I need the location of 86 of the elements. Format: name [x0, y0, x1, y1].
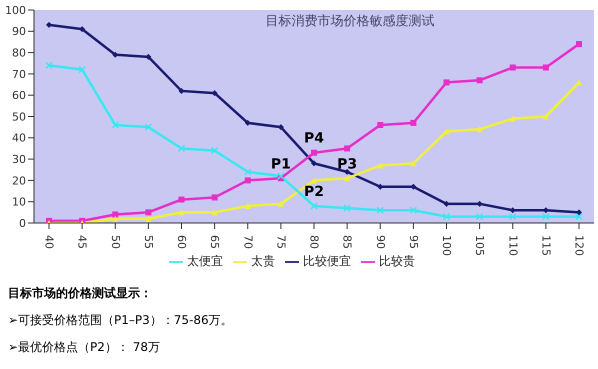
y-tick-label: 10 — [12, 196, 26, 209]
point — [344, 168, 350, 175]
chart-title: 目标消费市场价格敏感度测试 — [264, 13, 436, 30]
point — [476, 126, 483, 132]
point — [410, 120, 416, 126]
x-tick-label: 55 — [142, 235, 155, 249]
point — [210, 146, 218, 154]
text: 目标市场的价格测试显示： — [8, 285, 153, 302]
point — [377, 162, 384, 168]
x-tick-label: 120 — [572, 235, 586, 256]
point — [542, 114, 549, 120]
y-tick-label: 90 — [12, 25, 26, 38]
legend-label: 比较贵 — [379, 254, 415, 268]
point — [476, 77, 483, 84]
point — [510, 116, 516, 122]
point — [178, 144, 186, 152]
point — [311, 150, 317, 156]
legend-label: 太便宜 — [187, 254, 223, 268]
point — [476, 212, 484, 220]
point — [244, 202, 251, 209]
point — [212, 209, 218, 216]
point — [311, 177, 317, 184]
point — [510, 64, 516, 71]
y-tick-label: 100 — [5, 4, 26, 17]
point — [144, 123, 152, 131]
point — [45, 62, 53, 70]
point — [343, 204, 351, 212]
point — [178, 196, 184, 203]
point — [542, 64, 549, 71]
x-tick-label: 75 — [274, 235, 288, 249]
point — [542, 212, 550, 220]
point — [575, 212, 583, 220]
x-tick-label: 65 — [208, 235, 222, 249]
point — [442, 212, 450, 220]
point — [145, 216, 152, 222]
x-tick-label: 50 — [108, 235, 122, 249]
point — [311, 160, 317, 166]
point — [310, 202, 318, 210]
y-tick-label: 0 — [19, 216, 26, 230]
point — [344, 175, 350, 182]
point — [344, 145, 350, 152]
x-tick-label: 70 — [241, 235, 254, 249]
x-tick-label: 60 — [175, 235, 188, 249]
point — [376, 206, 384, 214]
point — [244, 168, 252, 176]
point — [509, 212, 516, 220]
y-tick-label: 20 — [12, 174, 26, 188]
point — [277, 172, 285, 180]
annotation: P1 — [270, 156, 291, 172]
x-tick-label: 115 — [539, 235, 552, 256]
x-tick-label: 85 — [340, 235, 354, 249]
x-tick-label: 45 — [76, 235, 89, 249]
point — [410, 160, 416, 166]
point — [576, 41, 582, 48]
annotation: P4 — [304, 130, 324, 147]
point — [444, 79, 450, 86]
point — [278, 200, 284, 207]
text: ➢可接受价格范围（P1–P3）：75-86万。 — [8, 312, 233, 329]
point — [78, 66, 86, 74]
annotation: P2 — [304, 184, 324, 200]
legend-label: 比较便宜 — [303, 254, 351, 268]
y-tick-label: 50 — [12, 110, 26, 124]
point — [244, 177, 251, 184]
x-tick-label: 110 — [506, 235, 520, 256]
point — [112, 211, 118, 218]
y-tick-label: 30 — [12, 153, 26, 166]
point — [178, 209, 184, 216]
x-tick-label: 100 — [440, 235, 453, 256]
x-tick-label: 90 — [374, 235, 387, 249]
x-tick-label: 95 — [406, 235, 420, 249]
x-tick-label: 80 — [308, 235, 320, 249]
text: ➢最优价格点（P2）： 78万 — [8, 339, 162, 356]
point — [410, 206, 418, 214]
point — [112, 216, 118, 222]
y-tick-label: 80 — [12, 46, 26, 60]
x-tick-label: 40 — [42, 235, 56, 249]
point — [145, 209, 152, 216]
y-tick-label: 60 — [12, 89, 26, 102]
point — [112, 121, 119, 129]
x-tick-label: 105 — [473, 235, 486, 256]
annotation: P3 — [337, 156, 358, 172]
y-tick-label: 70 — [12, 68, 26, 81]
point — [377, 122, 384, 128]
y-tick-label: 40 — [12, 132, 26, 145]
legend-label: 太贵 — [251, 254, 275, 268]
point — [212, 194, 218, 200]
